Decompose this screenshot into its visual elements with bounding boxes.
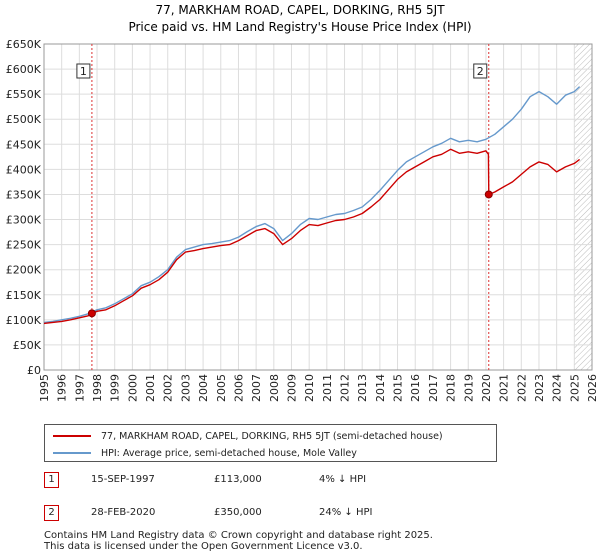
- sale-marker-number: 1: [80, 65, 87, 78]
- x-tick-label: 2005: [215, 374, 228, 402]
- sale-price: £113,000: [214, 474, 262, 485]
- sale-hpi-diff: 4% ↓ HPI: [319, 474, 367, 485]
- legend-hpi-label: HPI: Average price, semi-detached house,…: [101, 447, 357, 459]
- x-tick-label: 2023: [533, 374, 546, 402]
- footer-line: This data is licensed under the Open Gov…: [44, 541, 363, 552]
- sale-marker-number: 2: [477, 65, 484, 78]
- y-tick-label: £400K: [6, 163, 42, 176]
- x-tick-label: 2018: [445, 374, 458, 402]
- x-tick-label: 2017: [427, 374, 440, 402]
- y-tick-label: £600K: [6, 63, 42, 76]
- y-tick-label: £450K: [6, 138, 42, 151]
- x-tick-label: 1998: [91, 374, 104, 402]
- x-tick-label: 2006: [232, 374, 245, 402]
- sale-marker-badge: [76, 63, 91, 79]
- sale-date: 28-FEB-2020: [91, 507, 156, 518]
- hpi-series-line: [43, 86, 581, 324]
- y-tick-label: £500K: [6, 113, 42, 126]
- y-tick-label: £200K: [6, 264, 42, 277]
- y-tick-label: £150K: [6, 289, 42, 302]
- sale-hpi-diff: 24% ↓ HPI: [319, 507, 373, 518]
- chart-title-line1: 77, MARKHAM ROAD, CAPEL, DORKING, RH5 5J…: [155, 3, 445, 17]
- table-row: 2 28-FEB-2020 £350,000 24% ↓ HPI: [44, 505, 564, 523]
- y-tick-label: £100K: [6, 314, 42, 327]
- table-row: 1 15-SEP-1997 £113,000 4% ↓ HPI: [44, 472, 564, 490]
- x-tick-label: 2007: [250, 374, 263, 402]
- x-tick-label: 1996: [56, 374, 69, 402]
- sale-point: [87, 309, 96, 318]
- legend-item-hpi: HPI: Average price, semi-detached house,…: [53, 445, 357, 461]
- chart-title-line2: Price paid vs. HM Land Registry's House …: [128, 20, 471, 34]
- x-tick-label: 2016: [409, 374, 422, 402]
- x-tick-label: 2013: [356, 374, 369, 402]
- hpi-line-swatch: [53, 452, 91, 454]
- plot-frame: [43, 43, 593, 371]
- y-tick-label: £0: [27, 364, 41, 377]
- sale-date: 15-SEP-1997: [91, 474, 155, 485]
- sale-point: [484, 190, 493, 199]
- sale-number-badge: 2: [44, 505, 59, 521]
- x-tick-label: 1999: [109, 374, 122, 402]
- x-tick-label: 2009: [285, 374, 298, 402]
- sale-number-badge: 1: [44, 472, 59, 488]
- footer-attribution: Contains HM Land Registry data © Crown c…: [44, 530, 433, 552]
- plot-area: £0 £50K £100K £150K £200K £250K £300K £350K £400…: [6, 38, 599, 402]
- sale-marker-badge: [473, 63, 488, 79]
- forecast-hatch: [574, 44, 592, 370]
- x-tick-label: 2004: [197, 374, 210, 402]
- legend-item-price: 77, MARKHAM ROAD, CAPEL, DORKING, RH5 5J…: [53, 428, 443, 444]
- x-tick-label: 2001: [144, 374, 157, 402]
- y-tick-label: £350K: [6, 188, 42, 201]
- y-tick-label: £300K: [6, 214, 42, 227]
- x-tick-label: 2002: [162, 374, 175, 402]
- y-tick-label: £250K: [6, 239, 42, 252]
- x-tick-label: 2020: [480, 374, 493, 402]
- x-tick-label: 2026: [586, 374, 599, 402]
- x-tick-label: 2022: [515, 374, 528, 402]
- legend: 77, MARKHAM ROAD, CAPEL, DORKING, RH5 5J…: [44, 424, 497, 462]
- x-tick-label: 2000: [126, 374, 139, 402]
- footer-line: Contains HM Land Registry data © Crown c…: [44, 530, 433, 541]
- price-series-line: [43, 148, 581, 325]
- sale-price: £350,000: [214, 507, 262, 518]
- price-line-swatch: [53, 435, 91, 437]
- x-tick-label: 2024: [551, 374, 564, 402]
- x-tick-label: 2008: [268, 374, 281, 402]
- x-tick-label: 1997: [73, 374, 86, 402]
- x-tick-label: 2014: [374, 374, 387, 402]
- x-tick-label: 2011: [321, 374, 334, 402]
- x-tick-label: 2021: [498, 374, 511, 402]
- x-tick-label: 2019: [462, 374, 475, 402]
- y-tick-label: £50K: [13, 339, 42, 352]
- y-tick-label: £550K: [6, 88, 42, 101]
- x-tick-label: 2025: [568, 374, 581, 402]
- x-tick-label: 2010: [303, 374, 316, 402]
- y-tick-label: £650K: [6, 38, 42, 51]
- x-tick-label: 2003: [179, 374, 192, 402]
- price-chart: 77, MARKHAM ROAD, CAPEL, DORKING, RH5 5J…: [6, 3, 599, 402]
- x-tick-label: 2015: [392, 374, 405, 402]
- x-tick-label: 1995: [38, 374, 51, 402]
- x-tick-label: 2012: [339, 374, 352, 402]
- legend-price-label: 77, MARKHAM ROAD, CAPEL, DORKING, RH5 5J…: [101, 430, 443, 442]
